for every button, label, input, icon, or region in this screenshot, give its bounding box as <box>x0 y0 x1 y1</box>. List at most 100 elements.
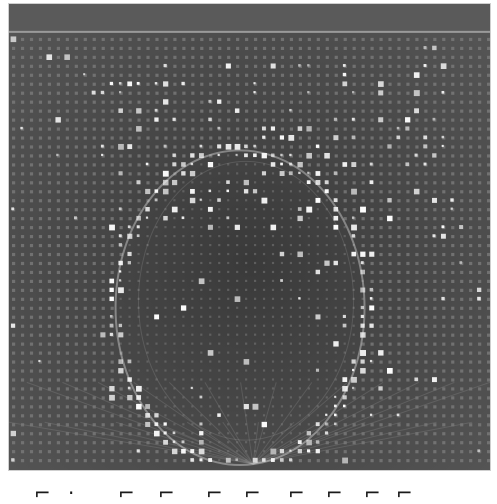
pmt-cell <box>388 109 392 113</box>
pmt-cell <box>47 360 52 364</box>
pmt-cell <box>307 109 311 113</box>
pmt-cell <box>245 378 248 381</box>
pmt-cell <box>47 324 52 328</box>
pmt-hit <box>270 224 277 231</box>
pmt-cell <box>65 172 69 176</box>
pmt-cell <box>137 261 140 265</box>
pmt-cell <box>451 181 455 185</box>
pmt-cell <box>245 118 249 122</box>
pmt-cell <box>280 145 285 149</box>
pmt-cell <box>280 118 285 122</box>
pmt-cell <box>334 351 337 354</box>
pmt-cell <box>262 441 266 444</box>
pmt-cell <box>47 432 52 436</box>
pmt-cell <box>325 208 328 211</box>
pmt-cell <box>316 109 320 113</box>
pmt-cell <box>227 288 230 291</box>
pmt-cell <box>47 450 52 454</box>
pmt-cell <box>236 432 239 435</box>
pmt-cell <box>38 127 43 131</box>
pmt-cell <box>352 243 355 247</box>
pmt-cell <box>334 154 338 158</box>
pmt-cell <box>424 405 428 409</box>
pmt-cell <box>38 154 43 158</box>
pmt-cell <box>155 306 158 309</box>
pmt-cell <box>110 243 114 248</box>
pmt-cell <box>191 64 195 68</box>
pmt-cell <box>47 369 52 373</box>
pmt-cell <box>361 73 365 77</box>
pmt-cell <box>191 360 194 363</box>
pmt-cell <box>487 145 490 149</box>
pmt-cell <box>155 396 158 399</box>
pmt-cell <box>65 73 69 77</box>
pmt-cell <box>442 396 446 400</box>
pmt-cell <box>316 288 319 291</box>
pmt-cell <box>245 441 248 444</box>
pmt-cell <box>65 378 69 382</box>
pmt-cell <box>74 55 78 59</box>
pmt-cell <box>451 118 455 122</box>
pmt-cell <box>397 459 401 463</box>
pmt-cell <box>415 100 419 104</box>
pmt-cell <box>289 297 293 300</box>
pmt-cell <box>110 252 114 257</box>
pmt-cell <box>460 190 464 194</box>
pmt-cell <box>271 324 275 327</box>
pmt-cell <box>451 333 455 337</box>
pmt-hit <box>369 162 373 166</box>
pmt-hit <box>279 449 285 454</box>
pmt-cell <box>92 441 96 445</box>
pmt-hit <box>163 422 167 426</box>
pmt-cell <box>191 333 194 336</box>
pmt-hit <box>351 251 356 257</box>
pmt-cell <box>56 270 60 275</box>
pmt-cell <box>146 199 150 203</box>
pmt-cell <box>307 378 310 381</box>
pmt-cell <box>433 360 437 364</box>
pmt-cell <box>307 342 310 345</box>
pmt-cell <box>298 100 302 104</box>
pmt-cell <box>433 163 437 167</box>
pmt-cell <box>29 378 34 382</box>
pmt-cell <box>74 360 78 364</box>
pmt-cell <box>191 270 194 274</box>
pmt-hit <box>414 153 418 157</box>
pmt-cell <box>316 414 319 417</box>
pmt-cell <box>245 423 248 426</box>
pmt-cell <box>280 100 285 104</box>
pmt-hit <box>190 162 194 166</box>
pmt-hit <box>217 144 222 149</box>
pmt-cell <box>487 423 490 427</box>
pmt-hit <box>431 197 437 203</box>
pmt-cell <box>83 351 87 355</box>
pmt-cell <box>191 315 194 318</box>
pmt-cell <box>236 360 239 363</box>
pmt-cell <box>245 109 249 113</box>
pmt-cell <box>388 414 392 418</box>
pmt-cell <box>191 109 195 113</box>
pmt-cell <box>128 46 132 51</box>
pmt-cell <box>334 315 337 318</box>
pmt-cell <box>191 396 194 399</box>
pmt-cell <box>289 315 293 318</box>
pmt-cell <box>128 279 131 283</box>
pmt-cell <box>298 279 301 283</box>
pmt-cell <box>289 405 293 408</box>
pmt-cell <box>298 405 301 408</box>
pmt-cell <box>487 432 490 436</box>
pmt-hit <box>154 117 159 122</box>
pmt-cell <box>92 64 96 68</box>
pmt-cell <box>253 270 257 274</box>
pmt-cell <box>29 360 34 364</box>
pmt-cell <box>397 306 401 310</box>
pmt-cell <box>128 243 131 247</box>
pmt-cell <box>20 181 25 185</box>
pmt-cell <box>11 279 16 284</box>
pmt-cell <box>406 288 410 292</box>
pmt-cell <box>451 172 455 176</box>
pmt-cell <box>388 163 392 167</box>
pmt-cell <box>47 109 52 113</box>
pmt-cell <box>137 199 141 203</box>
pmt-cell <box>316 91 320 95</box>
